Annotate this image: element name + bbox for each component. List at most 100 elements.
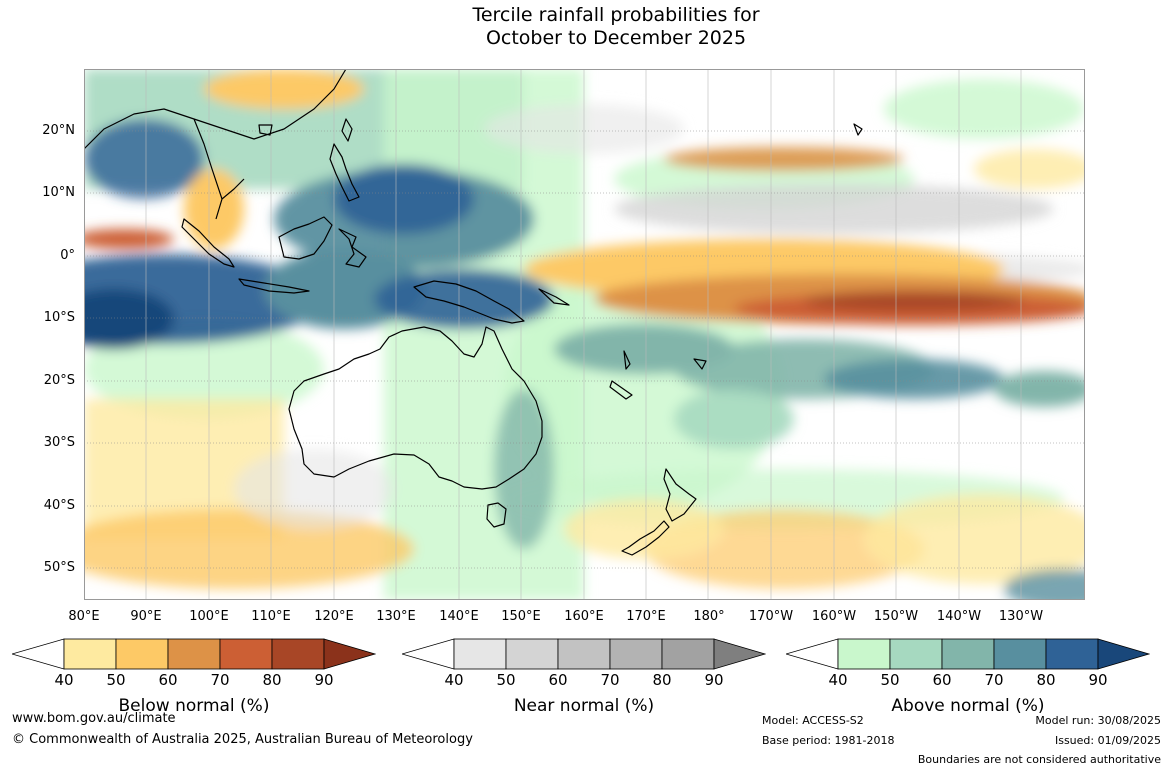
lon-label: 170°E xyxy=(626,609,666,624)
cb-seg xyxy=(1097,638,1150,670)
cb-tick: 60 xyxy=(158,671,178,689)
cb-seg xyxy=(115,638,169,670)
lon-label: 110°E xyxy=(251,609,291,624)
cb-seg xyxy=(271,638,325,670)
cb-seg xyxy=(167,638,221,670)
cb-seg xyxy=(786,638,839,670)
cb-seg xyxy=(661,638,715,670)
title-line-1: Tercile rainfall probabilities for xyxy=(472,4,760,26)
australia-outline xyxy=(288,326,543,490)
cb-seg xyxy=(63,638,117,670)
cb-tick: 80 xyxy=(1036,671,1056,689)
philippines-outline xyxy=(329,143,360,202)
below-normal-colorbar xyxy=(12,638,376,670)
cb-tick: 40 xyxy=(54,671,74,689)
mainland-asia-outline xyxy=(84,69,347,220)
coastlines xyxy=(84,69,863,556)
new-guinea-outline xyxy=(413,280,525,324)
cb-tick: 80 xyxy=(262,671,282,689)
new-zealand-south-outline xyxy=(621,520,670,556)
cb-tick: 50 xyxy=(880,671,900,689)
lon-label: 160°W xyxy=(811,609,857,624)
solomon-islands-outline xyxy=(538,288,570,306)
cb-seg xyxy=(557,638,611,670)
lat-label: 10°N xyxy=(42,185,75,200)
java-outline xyxy=(238,278,310,294)
probability-map xyxy=(84,69,1085,600)
sumatra-outline xyxy=(181,218,235,268)
borneo-outline xyxy=(278,216,333,260)
map-frame xyxy=(84,69,1085,600)
cb-seg xyxy=(402,638,455,670)
new-zealand-north-outline xyxy=(663,468,697,522)
meridians xyxy=(145,69,1022,600)
graticule xyxy=(84,130,1085,569)
above-normal-colorbar xyxy=(786,638,1150,670)
above-normal-title: Above normal (%) xyxy=(891,696,1045,716)
cb-seg xyxy=(941,638,995,670)
map-svg xyxy=(84,69,1085,600)
cb-tick: 70 xyxy=(210,671,230,689)
lon-label: 140°W xyxy=(936,609,982,624)
lon-label: 140°E xyxy=(439,609,479,624)
cb-seg xyxy=(219,638,273,670)
lon-label: 80°E xyxy=(68,609,100,624)
cb-tick: 60 xyxy=(932,671,952,689)
cb-seg xyxy=(713,638,766,670)
lon-label: 180° xyxy=(693,609,725,624)
cb-tick: 70 xyxy=(984,671,1004,689)
lat-label: 40°S xyxy=(43,498,75,513)
sulawesi-outline xyxy=(338,228,367,268)
lon-label: 150°E xyxy=(501,609,541,624)
new-caledonia-outline xyxy=(609,380,633,400)
cb-seg xyxy=(609,638,663,670)
map-title: Tercile rainfall probabilities for Octob… xyxy=(0,4,1173,50)
cb-tick: 90 xyxy=(314,671,334,689)
footer-model-run: Model run: 30/08/2025 xyxy=(1035,714,1161,727)
lon-label: 100°E xyxy=(189,609,229,624)
lat-label: 10°S xyxy=(43,310,75,325)
vanuatu-outline xyxy=(623,350,631,370)
lat-label: 0° xyxy=(60,248,75,263)
cb-seg xyxy=(837,638,891,670)
cb-tick: 90 xyxy=(704,671,724,689)
lon-label: 160°E xyxy=(564,609,604,624)
cb-tick: 40 xyxy=(444,671,464,689)
lat-label: 50°S xyxy=(43,560,75,575)
cb-seg xyxy=(12,638,65,670)
taiwan-outline xyxy=(341,118,353,142)
cb-seg xyxy=(889,638,943,670)
hawaii-outline xyxy=(853,123,863,136)
lon-label: 120°E xyxy=(314,609,354,624)
fiji-outline xyxy=(693,358,707,370)
tasmania-outline xyxy=(486,502,507,528)
title-line-2: October to December 2025 xyxy=(485,27,747,49)
lat-label: 20°S xyxy=(43,373,75,388)
lon-label: 90°E xyxy=(130,609,162,624)
cb-tick: 70 xyxy=(600,671,620,689)
cb-tick: 40 xyxy=(828,671,848,689)
below-normal-title: Below normal (%) xyxy=(118,696,270,716)
footer-url: www.bom.gov.au/climate xyxy=(12,711,176,726)
footer-copyright: © Commonwealth of Australia 2025, Austra… xyxy=(12,732,473,747)
lon-label: 170°W xyxy=(748,609,794,624)
lon-label: 130°W xyxy=(998,609,1044,624)
near-normal-colorbar xyxy=(402,638,766,670)
cb-tick: 60 xyxy=(548,671,568,689)
footer-disclaimer: Boundaries are not considered authoritat… xyxy=(917,753,1161,766)
probability-fields xyxy=(84,69,1085,600)
lon-label: 130°E xyxy=(376,609,416,624)
lat-label: 30°S xyxy=(43,435,75,450)
near-normal-title: Near normal (%) xyxy=(513,696,655,716)
cb-seg xyxy=(1045,638,1099,670)
cb-seg xyxy=(453,638,507,670)
lat-label: 20°N xyxy=(42,123,75,138)
footer-base-period: Base period: 1981-2018 xyxy=(762,734,895,747)
cb-tick: 50 xyxy=(496,671,516,689)
cb-seg xyxy=(993,638,1047,670)
hainan-outline xyxy=(258,124,273,136)
cb-tick: 50 xyxy=(106,671,126,689)
cb-seg xyxy=(323,638,376,670)
footer-issued: Issued: 01/09/2025 xyxy=(1054,734,1161,747)
cb-seg xyxy=(505,638,559,670)
